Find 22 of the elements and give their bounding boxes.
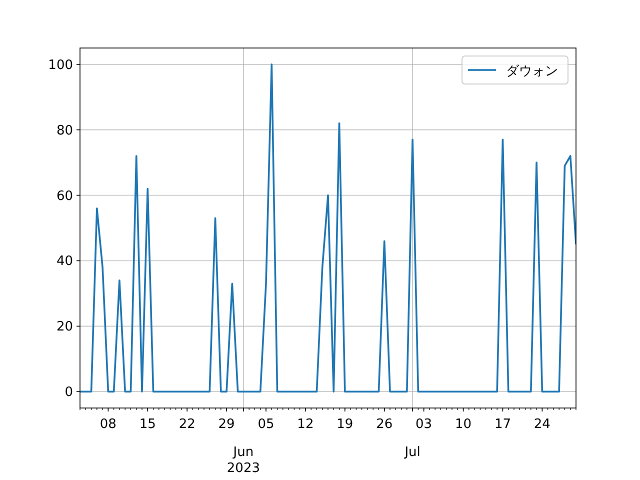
legend-label: ダウォン [506,64,558,79]
line-series [80,63,576,393]
x-tick-label: 29 [218,417,235,432]
x-tick-label: 05 [258,417,274,432]
x-tick-label: 08 [100,417,116,432]
x-tick-label: 26 [376,417,393,432]
y-tick-label: 80 [56,123,73,138]
text: Jun 2023 [226,445,260,476]
y-tick-label: 40 [56,254,73,270]
x-tick-label: 12 [297,417,314,432]
text: Jul [404,445,420,460]
y-tick-label: 100 [48,58,73,73]
y-tick-label: 60 [56,188,73,204]
x-tick-label: 17 [494,417,511,432]
x-tick-label: 19 [336,417,354,432]
x-tick-label: 24 [534,417,550,432]
x-tick-label: 10 [455,417,472,432]
x-tick-label: 22 [178,417,196,432]
y-tick-label: 0 [64,385,73,400]
y-tick-label: 20 [56,320,73,335]
x-tick-label: 03 [416,417,432,432]
x-tick-label: 15 [139,417,156,432]
